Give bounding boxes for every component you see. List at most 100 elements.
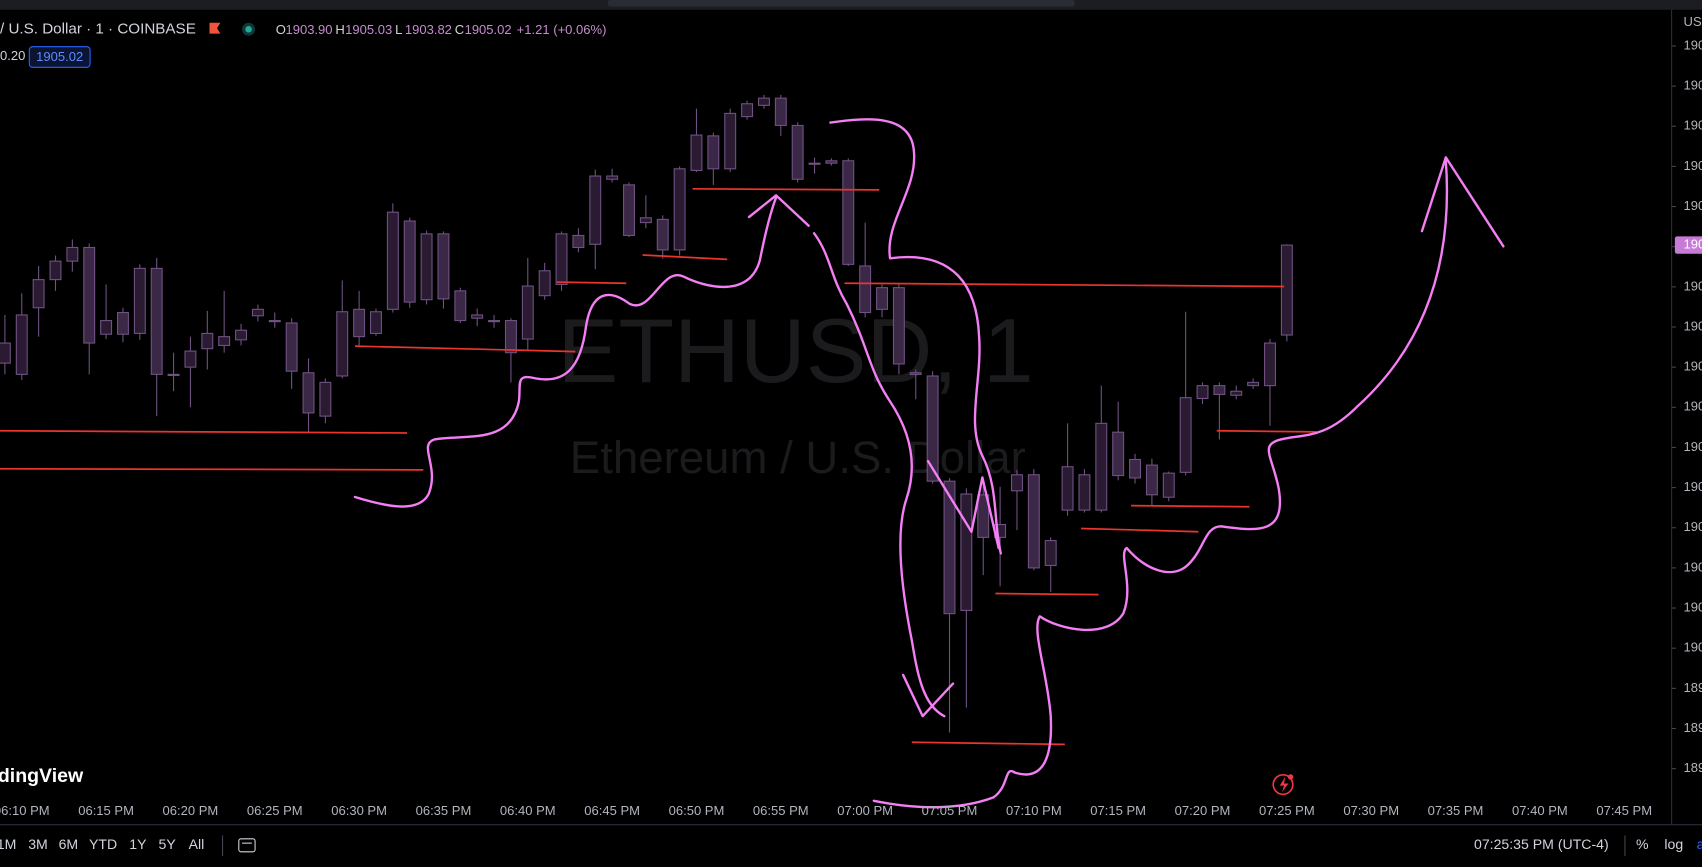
ohlc-value: 1905.03	[345, 22, 392, 37]
x-tick-label: 06:45 PM	[584, 803, 640, 818]
x-tick-label: 06:55 PM	[753, 803, 809, 818]
y-tick-label: 190	[1684, 439, 1702, 454]
candle-body	[32, 279, 45, 309]
clock[interactable]: 07:25:35 PM (UTC-4)	[1474, 836, 1609, 852]
red-lines	[0, 187, 1317, 746]
x-tick-label: 06:30 PM	[331, 803, 387, 818]
candle-body	[150, 267, 163, 375]
candle-body	[623, 184, 635, 236]
alert-dot	[1287, 774, 1294, 780]
drawn-line	[1216, 429, 1317, 433]
range-button[interactable]: 1Y	[129, 836, 147, 852]
candle-body	[757, 97, 770, 106]
candle-body	[319, 381, 332, 417]
flag-icon[interactable]	[209, 22, 221, 34]
x-tick-label: 07:05 PM	[922, 803, 978, 818]
candle-body	[66, 246, 79, 262]
candle-body	[673, 168, 686, 251]
candle-body	[49, 260, 62, 281]
spread: 0.20	[0, 48, 25, 63]
x-tick-label: 07:40 PM	[1512, 803, 1568, 818]
candle-body	[1145, 464, 1158, 496]
freehand	[353, 194, 810, 508]
candle-body	[268, 320, 281, 323]
range-button[interactable]: 1M	[0, 836, 16, 852]
candle-body	[386, 211, 399, 310]
candle-body	[1027, 474, 1040, 569]
y-tick-label: 190	[1684, 198, 1702, 213]
auto-toggle[interactable]: a	[1697, 836, 1702, 852]
candle-body	[943, 480, 956, 615]
x-tick-label: 07:35 PM	[1428, 803, 1484, 818]
price-box[interactable]	[28, 46, 91, 68]
candle-body	[15, 314, 28, 375]
candle-body	[1230, 390, 1243, 396]
x-tick-label: 07:30 PM	[1343, 803, 1399, 818]
candle-body	[285, 322, 298, 372]
y-tick-label: 190	[1684, 399, 1702, 414]
log-toggle[interactable]: log	[1664, 836, 1683, 852]
candle-body	[488, 320, 501, 323]
candle-body	[774, 97, 787, 126]
range-button[interactable]: 3M	[28, 836, 48, 852]
range-button[interactable]: 6M	[59, 836, 79, 852]
candles	[0, 94, 1293, 733]
ohlc-value: 1903.90	[285, 22, 332, 37]
ohlc-label: H	[335, 22, 344, 37]
percent-toggle[interactable]: %	[1636, 836, 1649, 852]
ohlc-value: 1903.82	[405, 22, 452, 37]
candle-body	[808, 162, 821, 165]
candle-body	[100, 320, 113, 335]
y-tick-label: 190	[1684, 640, 1702, 655]
x-tick-label: 06:10 PM	[0, 803, 50, 818]
range-button[interactable]: All	[189, 836, 205, 852]
candle-body	[133, 267, 146, 334]
x-tick-label: 07:00 PM	[837, 803, 893, 818]
candle-body	[1280, 244, 1293, 336]
x-tick-label: 07:15 PM	[1090, 803, 1146, 818]
ohlc-label: C	[455, 22, 464, 37]
candle-body	[218, 336, 231, 347]
y-tick-label: 190	[1684, 519, 1702, 534]
candle-body	[1213, 385, 1226, 395]
candle-body	[437, 233, 450, 300]
candle-body	[926, 375, 939, 482]
candle-body	[1179, 397, 1192, 473]
candle-body	[1078, 474, 1091, 511]
y-tick-label: 190	[1684, 559, 1702, 574]
candle-body	[353, 308, 366, 338]
y-tick-label: 190	[1684, 359, 1702, 374]
symbol: / U.S. Dollar · 1 · COINBASE	[0, 20, 196, 37]
y-tick-label: 190	[1684, 118, 1702, 133]
y-tick-label: 190	[1684, 78, 1702, 93]
candle-body	[639, 217, 652, 224]
candle-body	[251, 308, 264, 317]
candle-body	[1196, 385, 1209, 400]
date-range-icon[interactable]	[238, 838, 256, 853]
last-price-label: 190	[1684, 237, 1702, 252]
candle-body	[859, 265, 872, 314]
candle-body	[521, 285, 534, 340]
range-button[interactable]: YTD	[89, 836, 117, 852]
x-tick-label: 06:50 PM	[669, 803, 725, 818]
candle-body	[235, 329, 248, 341]
alert-bolt	[1279, 776, 1289, 793]
candle-body	[876, 287, 888, 310]
watermark-title: ETHUSD, 1	[558, 300, 1034, 402]
candle-body	[1044, 540, 1057, 567]
candle-body	[167, 373, 180, 376]
candle-body	[1162, 472, 1175, 498]
range-button[interactable]: 5Y	[159, 836, 177, 852]
candle-body	[420, 233, 433, 301]
axes: 190 190 190 190 190 190 190 190 190 190 190 190 190 1…	[0, 14, 1702, 818]
candle-body	[302, 372, 315, 414]
candle-body	[791, 124, 804, 180]
y-tick-label: 190	[1684, 318, 1702, 333]
candle-body	[0, 342, 11, 364]
y-tick-label: 190	[1684, 158, 1702, 173]
alert-icon[interactable]	[1272, 773, 1294, 796]
ohlc: O 1903.90 H 1905.03 L 1903.82 C 1905.02 +1.21 (+…	[276, 22, 607, 37]
candle-body	[184, 350, 197, 368]
